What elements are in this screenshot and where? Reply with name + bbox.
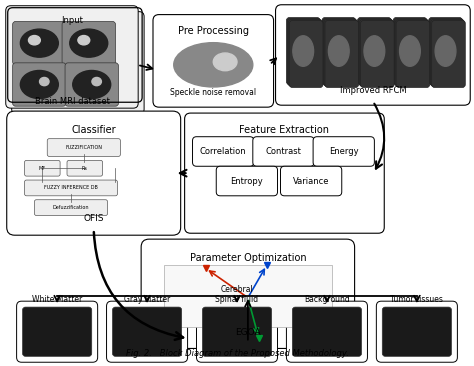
Text: Cerebral: Cerebral	[220, 285, 254, 294]
FancyBboxPatch shape	[281, 166, 342, 196]
FancyBboxPatch shape	[313, 137, 374, 166]
FancyBboxPatch shape	[192, 137, 254, 166]
Ellipse shape	[70, 29, 108, 57]
FancyBboxPatch shape	[153, 15, 273, 107]
Text: Feature Extraction: Feature Extraction	[239, 125, 329, 135]
FancyBboxPatch shape	[197, 301, 277, 362]
FancyBboxPatch shape	[286, 301, 367, 362]
Text: Correlation: Correlation	[200, 147, 246, 156]
FancyBboxPatch shape	[360, 19, 393, 86]
Text: Gray Matter: Gray Matter	[124, 295, 170, 304]
FancyBboxPatch shape	[376, 301, 457, 362]
FancyBboxPatch shape	[25, 160, 60, 176]
Ellipse shape	[400, 36, 420, 66]
Ellipse shape	[92, 78, 101, 86]
FancyBboxPatch shape	[428, 18, 462, 85]
FancyBboxPatch shape	[13, 63, 66, 106]
FancyBboxPatch shape	[394, 19, 428, 86]
FancyBboxPatch shape	[275, 5, 470, 105]
Ellipse shape	[328, 36, 349, 66]
Text: Parameter Optimization: Parameter Optimization	[190, 253, 306, 263]
Text: EGOA: EGOA	[235, 328, 261, 337]
FancyBboxPatch shape	[432, 20, 465, 87]
FancyBboxPatch shape	[430, 19, 463, 86]
FancyBboxPatch shape	[358, 19, 392, 86]
Ellipse shape	[435, 36, 456, 66]
FancyBboxPatch shape	[431, 19, 465, 86]
Text: MF: MF	[39, 166, 46, 171]
Bar	[164, 265, 332, 327]
FancyBboxPatch shape	[12, 12, 144, 114]
FancyBboxPatch shape	[288, 19, 322, 86]
Text: FUZZY INFERENCE DB: FUZZY INFERENCE DB	[44, 186, 98, 190]
FancyBboxPatch shape	[25, 180, 118, 196]
Text: Rs: Rs	[82, 166, 88, 171]
FancyBboxPatch shape	[202, 307, 272, 356]
Text: Brain MRI dataset: Brain MRI dataset	[35, 97, 109, 106]
FancyBboxPatch shape	[6, 6, 138, 108]
Text: Variance: Variance	[293, 176, 329, 186]
FancyBboxPatch shape	[286, 18, 320, 85]
FancyBboxPatch shape	[216, 166, 277, 196]
Text: Classifier: Classifier	[72, 125, 116, 135]
Text: Spinal fluid: Spinal fluid	[216, 295, 258, 304]
FancyBboxPatch shape	[393, 18, 427, 85]
FancyBboxPatch shape	[65, 63, 118, 106]
Ellipse shape	[293, 36, 314, 66]
FancyBboxPatch shape	[396, 20, 430, 87]
FancyBboxPatch shape	[7, 111, 181, 235]
Text: Improved RFCM: Improved RFCM	[339, 86, 406, 96]
FancyBboxPatch shape	[325, 20, 358, 87]
FancyBboxPatch shape	[107, 301, 188, 362]
Text: FUZZIFICATION: FUZZIFICATION	[65, 145, 102, 150]
FancyBboxPatch shape	[357, 18, 391, 85]
FancyBboxPatch shape	[23, 307, 92, 356]
Text: Tumor tissues: Tumor tissues	[391, 295, 443, 304]
FancyBboxPatch shape	[13, 22, 66, 65]
Text: Input: Input	[61, 16, 83, 25]
FancyBboxPatch shape	[361, 20, 394, 87]
Ellipse shape	[213, 53, 237, 71]
Text: Fig. 2.   Block Diagram of the Proposed Methodology.: Fig. 2. Block Diagram of the Proposed Me…	[126, 349, 348, 358]
Ellipse shape	[20, 29, 58, 57]
FancyBboxPatch shape	[17, 301, 98, 362]
Text: Energy: Energy	[329, 147, 358, 156]
FancyBboxPatch shape	[323, 19, 356, 86]
FancyBboxPatch shape	[324, 19, 357, 86]
FancyBboxPatch shape	[292, 307, 362, 356]
Text: Speckle noise removal: Speckle noise removal	[170, 88, 256, 97]
Ellipse shape	[39, 78, 49, 86]
FancyBboxPatch shape	[67, 160, 102, 176]
FancyBboxPatch shape	[112, 307, 182, 356]
Ellipse shape	[78, 36, 90, 45]
FancyBboxPatch shape	[35, 200, 108, 216]
Ellipse shape	[28, 36, 40, 45]
Ellipse shape	[20, 71, 58, 98]
Text: Background: Background	[304, 295, 350, 304]
FancyBboxPatch shape	[287, 19, 321, 86]
FancyBboxPatch shape	[253, 137, 314, 166]
Text: Contrast: Contrast	[265, 147, 301, 156]
Ellipse shape	[73, 71, 111, 98]
Ellipse shape	[174, 43, 253, 87]
FancyBboxPatch shape	[382, 307, 451, 356]
Text: OFIS: OFIS	[83, 214, 104, 223]
Text: Defuzzification: Defuzzification	[53, 205, 89, 210]
FancyBboxPatch shape	[141, 239, 355, 348]
FancyBboxPatch shape	[322, 18, 356, 85]
FancyBboxPatch shape	[290, 20, 323, 87]
Text: Entropy: Entropy	[230, 176, 263, 186]
FancyBboxPatch shape	[184, 113, 384, 233]
Ellipse shape	[364, 36, 385, 66]
Text: White Matter: White Matter	[32, 295, 82, 304]
FancyBboxPatch shape	[62, 22, 116, 65]
FancyBboxPatch shape	[395, 19, 428, 86]
FancyBboxPatch shape	[47, 139, 120, 156]
Text: Pre Processing: Pre Processing	[178, 26, 249, 36]
